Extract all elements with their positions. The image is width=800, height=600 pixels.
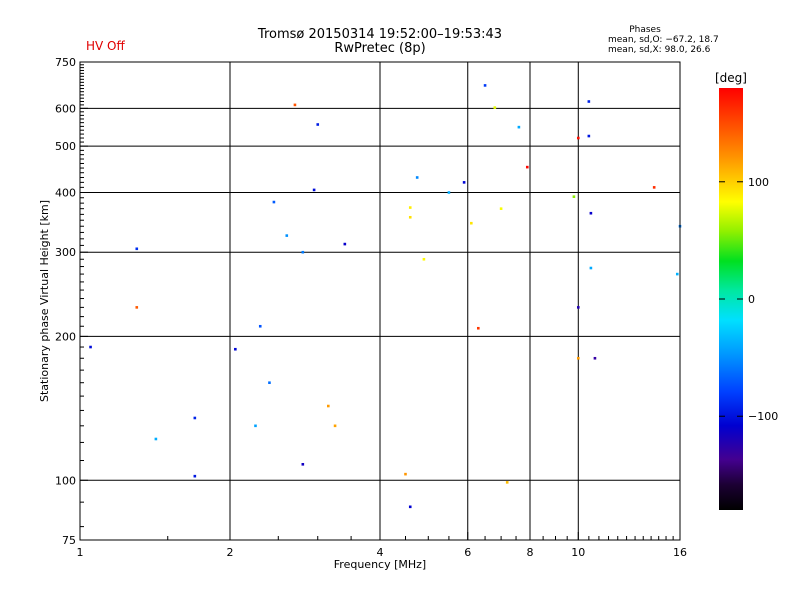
- data-point: [285, 234, 289, 237]
- y-tick-label: 300: [55, 246, 76, 259]
- data-point: [593, 356, 597, 360]
- hv-status: HV Off: [86, 39, 125, 53]
- y-tick-label: 600: [55, 102, 76, 115]
- data-point: [343, 242, 347, 246]
- phases-o-line: mean, sd,O: −67.2, 18.7: [608, 35, 719, 45]
- y-tick-label: 200: [55, 330, 76, 343]
- y-axis-title: Stationary phase Virtual Height [km]: [38, 200, 51, 402]
- data-point: [135, 306, 139, 309]
- data-point: [312, 188, 316, 192]
- x-tick-label: 6: [464, 546, 471, 559]
- data-point: [404, 472, 407, 476]
- data-point: [408, 505, 412, 509]
- x-tick-label: 2: [227, 546, 234, 559]
- colorbar-tick-label: 0: [748, 293, 755, 306]
- y-tick-label: 400: [55, 186, 76, 199]
- data-point: [408, 206, 412, 209]
- x-tick-label: 16: [673, 546, 687, 559]
- data-point: [447, 191, 451, 194]
- data-point: [587, 134, 591, 138]
- data-point: [652, 186, 656, 189]
- data-point: [293, 103, 297, 107]
- axis-ticks: 1 2 4 6 8 10 16 75 100 200 300 400 500 600 750: [55, 56, 687, 559]
- data-point: [89, 345, 92, 349]
- data-point: [576, 136, 580, 140]
- colorbar-ticks: 100 0 −100: [719, 176, 778, 423]
- data-point: [589, 266, 593, 270]
- data-point: [193, 474, 197, 478]
- phases-heading: Phases: [629, 25, 661, 35]
- phases-x-line: mean, sd,X: 98.0, 26.6: [608, 45, 711, 55]
- data-point: [499, 207, 503, 210]
- x-tick-label: 1: [77, 546, 84, 559]
- data-points: [89, 84, 682, 509]
- data-point: [193, 416, 197, 420]
- data-point: [589, 211, 593, 215]
- data-point: [301, 250, 305, 254]
- data-point: [234, 347, 237, 351]
- data-point: [525, 165, 529, 169]
- data-point: [483, 84, 487, 87]
- data-point: [675, 272, 679, 276]
- data-point: [462, 181, 466, 184]
- y-tick-label: 750: [55, 56, 76, 69]
- data-point: [327, 404, 330, 408]
- grid-lines: [80, 62, 680, 540]
- data-point: [493, 106, 497, 109]
- data-point: [576, 356, 580, 360]
- data-point: [333, 424, 337, 428]
- data-point: [258, 324, 262, 328]
- data-point: [477, 326, 480, 330]
- data-point: [254, 424, 257, 428]
- colorbar-label: [deg]: [715, 71, 747, 85]
- data-point: [272, 200, 276, 204]
- x-axis-title: Frequency [MHz]: [334, 558, 426, 571]
- y-tick-label: 100: [55, 474, 76, 487]
- y-tick-label: 75: [62, 534, 76, 547]
- chart-title: Tromsø 20150314 19:52:00–19:53:43: [257, 27, 502, 42]
- data-point: [415, 176, 419, 179]
- data-point: [408, 215, 412, 219]
- x-tick-label: 4: [377, 546, 384, 559]
- data-point: [154, 437, 158, 441]
- data-point: [505, 481, 509, 484]
- data-point: [135, 247, 139, 251]
- y-tick-label: 500: [55, 140, 76, 153]
- data-point: [572, 195, 576, 198]
- x-tick-label: 10: [571, 546, 585, 559]
- data-point: [316, 123, 320, 126]
- data-point: [301, 463, 305, 466]
- data-point: [422, 257, 426, 261]
- data-point: [576, 306, 580, 309]
- data-point: [587, 100, 591, 103]
- x-tick-label: 8: [527, 546, 534, 559]
- data-point: [470, 221, 473, 225]
- data-point: [517, 125, 521, 129]
- data-point: [268, 381, 271, 385]
- chart-subtitle: RwPretec (8p): [334, 41, 425, 56]
- colorbar-tick-label: 100: [748, 176, 769, 189]
- colorbar-tick-label: −100: [748, 410, 778, 423]
